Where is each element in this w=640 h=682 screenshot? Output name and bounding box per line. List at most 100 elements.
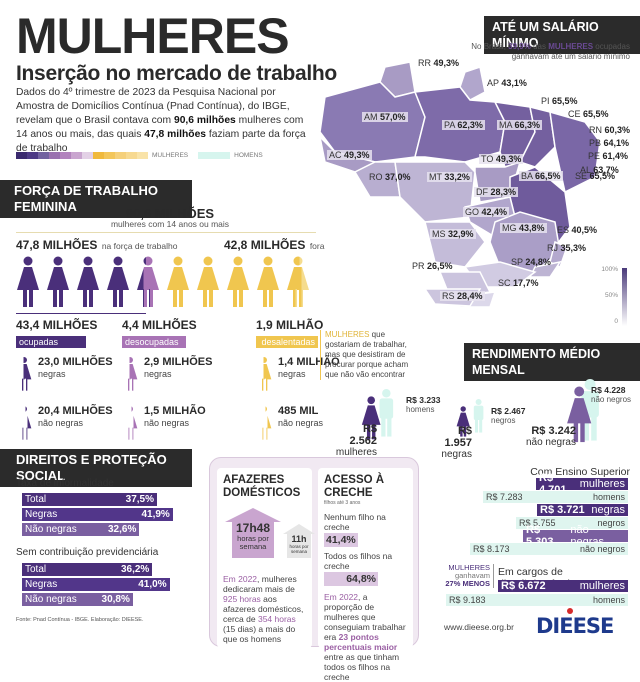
- scale-0: 0: [614, 318, 618, 325]
- woman-icon: [256, 256, 280, 308]
- chores-card: AFAZERES DOMÉSTICOS 17h48 horas por seman…: [217, 468, 315, 648]
- workforce-out: 42,8 MILHÕES fora: [224, 238, 325, 252]
- dieese-logo: DIEESE: [536, 614, 614, 638]
- house-women-icon: 17h48 horas por semana: [232, 522, 274, 558]
- higher-ed-bar: R$ 5.303 não negras: [523, 524, 628, 548]
- woman-icon: [46, 256, 70, 308]
- daycare-all-value: 64,8%: [324, 572, 378, 586]
- woman-icon: [166, 256, 190, 308]
- legend-swatch: [137, 152, 148, 159]
- state-am: [319, 81, 426, 163]
- woman-icon: [76, 256, 100, 308]
- house-men-icon: 11h horas por semana: [287, 534, 311, 558]
- woman-icon: [361, 396, 381, 445]
- higher-ed-bar: R$ 4.701 mulheres: [536, 472, 628, 496]
- workforce-total: 90,6 MILHÕES mulheres com 14 anos ou mai…: [110, 206, 230, 229]
- state-ne: [549, 110, 601, 194]
- woman-icon: [286, 256, 310, 308]
- chores-daycare-panel: AFAZERES DOMÉSTICOS 17h48 horas por seman…: [209, 457, 419, 682]
- scale-100: 100%: [601, 266, 618, 273]
- daycare-all-label: Todos os filhos na creche: [324, 551, 393, 571]
- workforce-bracket: [16, 232, 316, 233]
- state-ap: [459, 66, 486, 101]
- legend-swatch: [93, 152, 104, 159]
- legend-women-label: MULHERES: [152, 152, 189, 159]
- woman-icon: [256, 405, 272, 446]
- daycare-none-value: 41,4%: [324, 533, 358, 547]
- legend-swatch: [71, 152, 82, 159]
- informal-bar: Não negras 32,6%: [22, 523, 140, 536]
- pension-bar: Não negras 30,8%: [22, 593, 133, 606]
- gap-note: MULHERES ganhavam 27% MENOS: [440, 564, 494, 588]
- source-note: Fonte: Pnad Contínua - IBGE. Elaboração:…: [16, 617, 144, 623]
- woman-icon: [16, 356, 32, 397]
- pension-bar: Total 36,2%: [22, 563, 153, 576]
- higher-ed-bar: R$ 3.721 negras: [537, 504, 628, 516]
- intro-text: Dados do 4º trimestre de 2023 da Pesquis…: [16, 87, 306, 154]
- woman-icon: [226, 256, 250, 308]
- legend-swatch: [27, 152, 38, 159]
- legend-swatch: [82, 152, 93, 159]
- woman-icon: [16, 256, 40, 308]
- state-pa: [413, 86, 506, 163]
- daycare-text: Em 2022, a proporção de mulheres que con…: [324, 592, 406, 682]
- page-subtitle: Inserção no mercado de trabalho: [16, 62, 337, 85]
- men-income: R$ 3.233 homens: [406, 395, 441, 415]
- legend-swatch: [49, 152, 60, 159]
- legend-swatch: [126, 152, 137, 159]
- group-desalentadas: 1,9 MILHÃO desalentadas 1,4 MILHÃO negras 48…: [256, 318, 340, 446]
- state-es: [549, 240, 568, 269]
- informal-title: Taxa de informalidade: [16, 478, 114, 489]
- page-title: MULHERES: [16, 8, 290, 64]
- footer-url[interactable]: www.dieese.org.br: [444, 622, 514, 632]
- income-heading: RENDIMENTO MÉDIO MENSAL: [464, 343, 640, 381]
- woman-icon: [16, 405, 32, 446]
- workforce-heading: FORÇA DE TRABALHO FEMININA: [0, 180, 192, 218]
- pension-title: Sem contribuição previdenciária: [16, 547, 159, 558]
- daycare-heading: ACESSO À CRECHE: [324, 474, 385, 499]
- chores-heading: AFAZERES DOMÉSTICOS: [223, 474, 301, 499]
- chores-hours-graphic: 17h48 horas por semana 11h horas por sem…: [223, 508, 315, 572]
- men-income: R$ 2.467 negros: [491, 406, 526, 426]
- woman-icon: [566, 386, 592, 448]
- informal-bar: Negras 41,9%: [22, 508, 173, 521]
- women-income: R$ 3.242 não negras: [525, 425, 576, 448]
- man-icon: [377, 386, 396, 445]
- woman-icon: [196, 256, 220, 308]
- woman-icon: [122, 356, 138, 397]
- woman-icon: [136, 256, 160, 308]
- logo-dot-icon: [567, 608, 573, 614]
- state-mt: [394, 161, 476, 223]
- chores-text: Em 2022, mulheres dedicaram mais de 925 …: [223, 574, 304, 644]
- higher-ed-bar: R$ 8.173 não negros: [470, 543, 628, 555]
- group-ocupadas: 43,4 MILHÕES ocupadas 23,0 MILHÕES negras 20…: [16, 318, 113, 446]
- legend-swatch: [115, 152, 126, 159]
- woman-icon: [122, 405, 138, 446]
- higher-ed-title: Com Ensino Superior: [530, 466, 630, 478]
- men-income: R$ 4.228 não negros: [591, 385, 632, 405]
- legend-men-label: HOMENS: [234, 152, 263, 159]
- scale-50: 50%: [604, 292, 618, 299]
- brazil-map: [318, 62, 601, 308]
- state-rs: [423, 288, 482, 307]
- legend-swatch: [38, 152, 49, 159]
- woman-icon: [456, 406, 470, 442]
- workforce-in: 47,8 MILHÕES na força de trabalho: [16, 238, 178, 252]
- daycare-card: ACESSO À CRECHE filhos até 3 anos Nenhum…: [318, 468, 413, 682]
- higher-ed-bar: R$ 7.283 homens: [483, 491, 628, 503]
- group-desocupadas: 4,4 MILHÕES desocupadas 2,9 MILHÕES negras 1…: [122, 318, 212, 446]
- women-income: R$ 2.562 mulheres: [335, 423, 377, 458]
- informal-bar: Total 37,5%: [22, 493, 157, 506]
- map-scale-bar: [622, 268, 627, 326]
- house-roof-women-icon: [225, 508, 281, 522]
- woman-icon: [256, 356, 272, 397]
- state-ms: [424, 221, 486, 268]
- legend-men-swatch: [198, 152, 231, 159]
- desalento-note: MULHERES que gostariam de trabalhar, mas…: [320, 330, 420, 380]
- pension-bar: Negras 41,0%: [22, 578, 170, 591]
- mgmt-women-bar: R$ 6.672 mulheres: [498, 580, 628, 592]
- house-roof-men-icon: [283, 524, 315, 534]
- higher-ed-bar: R$ 5.755 negros: [516, 517, 628, 529]
- map-note: No Brasil, 39,9% das MULHERES ocupadas g…: [471, 42, 630, 61]
- man-icon: [472, 396, 485, 441]
